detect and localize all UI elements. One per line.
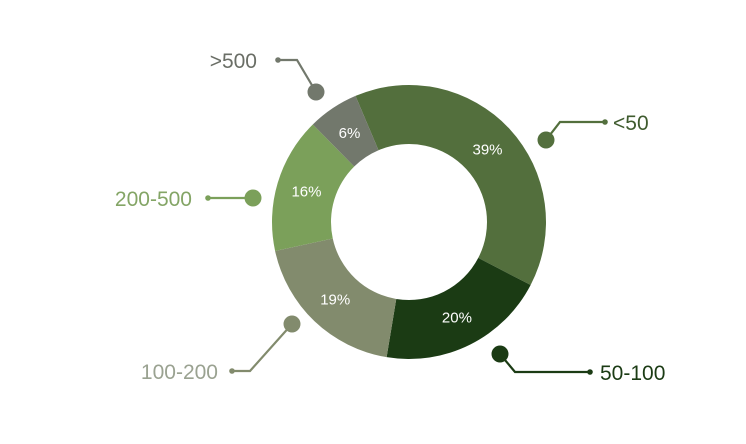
leader-line [499, 353, 590, 374]
leader-end-dot [205, 195, 211, 201]
leader-line [278, 58, 317, 93]
category-label: 50-100 [600, 362, 665, 385]
leader-end-dot [275, 57, 281, 63]
leader-end-dot [229, 368, 235, 374]
category-label: 100-200 [141, 361, 218, 384]
leader-end-dot [602, 119, 608, 125]
leader-line [232, 323, 293, 373]
slice-value-label: 6% [339, 125, 361, 142]
category-label: >500 [210, 50, 257, 73]
slice-value-label: 20% [442, 310, 472, 327]
donut-slice [272, 124, 355, 251]
leader-line [545, 120, 605, 141]
leader-dot [307, 83, 325, 101]
leader-dot [244, 189, 262, 207]
leader-dot [491, 345, 509, 363]
donut-slice [275, 238, 397, 358]
slice-value-label: 19% [320, 291, 350, 308]
leader-dot [283, 315, 301, 333]
slice-value-label: 39% [472, 141, 502, 158]
donut-slice [312, 95, 379, 167]
donut-slice [386, 257, 531, 360]
category-label: <50 [613, 112, 649, 135]
leader-end-dot [587, 369, 593, 375]
leader-dot [537, 131, 555, 149]
donut-slice [355, 85, 547, 286]
slice-value-label: 16% [291, 183, 321, 200]
category-label: 200-500 [115, 188, 192, 211]
